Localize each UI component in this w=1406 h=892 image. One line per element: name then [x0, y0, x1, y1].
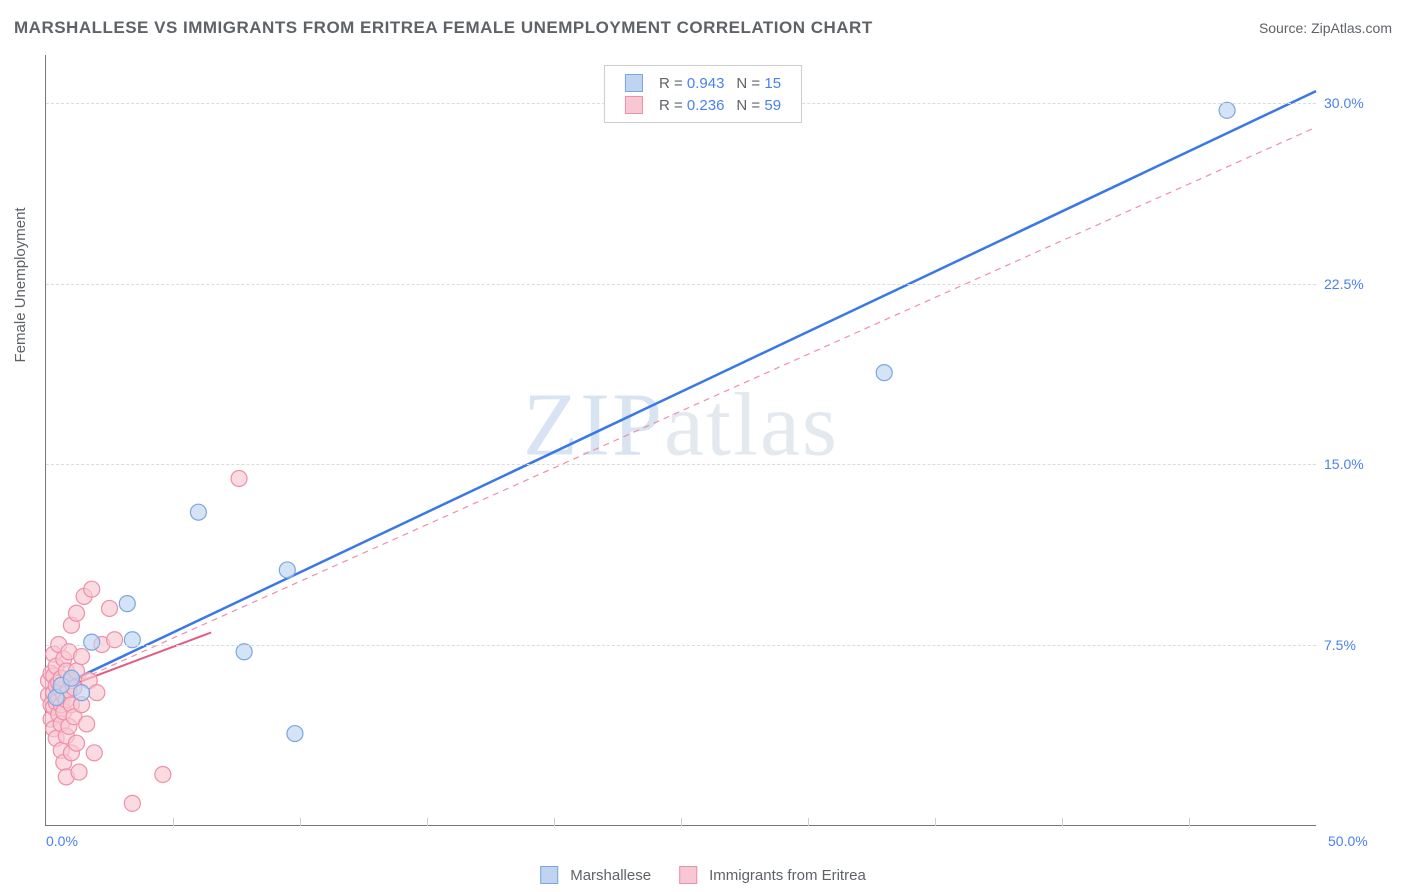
swatch-eritrea — [679, 866, 697, 884]
point-eritrea — [71, 764, 87, 780]
trend-line-eritrea — [51, 127, 1316, 692]
point-eritrea — [68, 735, 84, 751]
swatch-marshallese — [540, 866, 558, 884]
y-tick-label: 30.0% — [1324, 95, 1384, 111]
point-eritrea — [74, 649, 90, 665]
x-tick-max: 50.0% — [1328, 833, 1388, 849]
point-marshallese — [119, 596, 135, 612]
point-eritrea — [155, 766, 171, 782]
x-minor-tick — [427, 818, 428, 826]
legend-label: Marshallese — [570, 867, 651, 884]
point-marshallese — [236, 644, 252, 660]
scatter-plot-svg — [46, 55, 1316, 825]
x-minor-tick — [681, 818, 682, 826]
y-tick-label: 7.5% — [1324, 637, 1384, 653]
swatch-eritrea — [625, 96, 643, 114]
chart-title: MARSHALLESE VS IMMIGRANTS FROM ERITREA F… — [14, 18, 873, 38]
point-marshallese — [63, 670, 79, 686]
point-eritrea — [231, 471, 247, 487]
swatch-marshallese — [625, 74, 643, 92]
point-marshallese — [1219, 102, 1235, 118]
point-marshallese — [74, 685, 90, 701]
y-axis-label: Female Unemployment — [12, 207, 29, 362]
point-eritrea — [84, 581, 100, 597]
x-minor-tick — [1189, 818, 1190, 826]
x-minor-tick — [554, 818, 555, 826]
point-eritrea — [124, 795, 140, 811]
stats-legend: R = 0.943N = 15R = 0.236N = 59 — [604, 65, 802, 123]
point-eritrea — [68, 605, 84, 621]
point-marshallese — [84, 634, 100, 650]
x-minor-tick — [935, 818, 936, 826]
x-minor-tick — [173, 818, 174, 826]
gridline-h — [46, 284, 1316, 285]
point-eritrea — [102, 600, 118, 616]
gridline-h — [46, 464, 1316, 465]
x-minor-tick — [1062, 818, 1063, 826]
legend-item-marshallese: Marshallese — [540, 866, 651, 884]
source-attribution: Source: ZipAtlas.com — [1259, 20, 1392, 36]
point-marshallese — [876, 365, 892, 381]
legend-label: Immigrants from Eritrea — [709, 867, 866, 884]
x-minor-tick — [300, 818, 301, 826]
trend-line-marshallese — [51, 91, 1316, 690]
gridline-h — [46, 645, 1316, 646]
y-tick-label: 15.0% — [1324, 456, 1384, 472]
point-marshallese — [279, 562, 295, 578]
point-marshallese — [190, 504, 206, 520]
point-eritrea — [79, 716, 95, 732]
point-marshallese — [287, 726, 303, 742]
x-tick-min: 0.0% — [46, 833, 78, 849]
point-eritrea — [86, 745, 102, 761]
stats-row-eritrea: R = 0.236N = 59 — [619, 94, 787, 116]
x-minor-tick — [808, 818, 809, 826]
stats-row-marshallese: R = 0.943N = 15 — [619, 72, 787, 94]
legend-item-eritrea: Immigrants from Eritrea — [679, 866, 866, 884]
chart-plot-area: ZIPatlas 0.0% 50.0% 7.5%15.0%22.5%30.0% — [45, 55, 1316, 826]
y-tick-label: 22.5% — [1324, 276, 1384, 292]
point-eritrea — [89, 685, 105, 701]
series-legend: Marshallese Immigrants from Eritrea — [540, 866, 866, 884]
